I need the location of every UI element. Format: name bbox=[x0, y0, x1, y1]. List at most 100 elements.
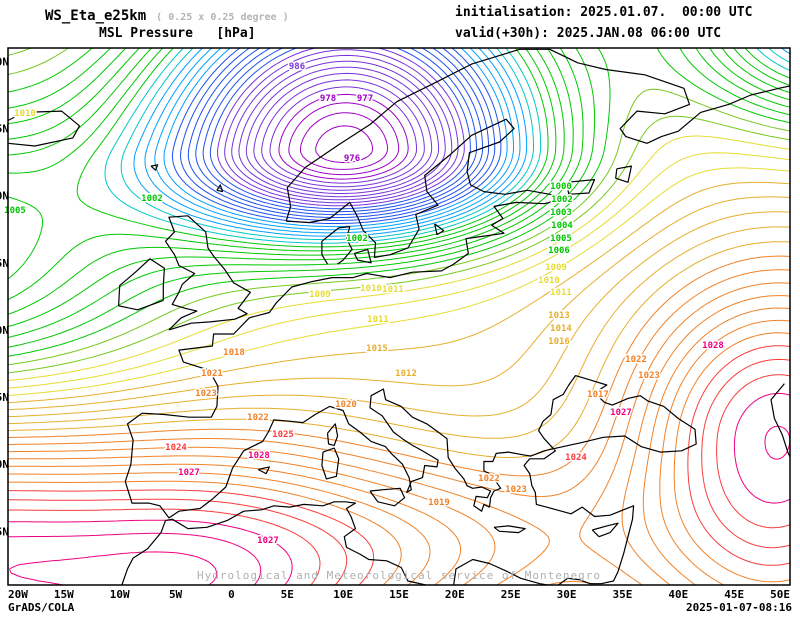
x-axis-label: 45E bbox=[724, 588, 744, 601]
contour-label: 1024 bbox=[165, 443, 187, 453]
coastline-path bbox=[286, 118, 568, 279]
header-model-line: WS_Eta_e25km ( 0.25 x 0.25 degree ) bbox=[45, 5, 289, 24]
coastline-path bbox=[326, 423, 339, 446]
contour-label: 1005 bbox=[4, 206, 26, 216]
contour-label: 1022 bbox=[478, 474, 500, 484]
coastline-path bbox=[615, 165, 632, 183]
coastline-path bbox=[369, 487, 406, 507]
contour-label: 978 bbox=[320, 94, 336, 104]
contour-label: 1010 bbox=[14, 109, 36, 119]
coastline-path bbox=[257, 466, 270, 475]
coastlines bbox=[8, 48, 790, 585]
x-axis-label: 50E bbox=[770, 588, 790, 601]
contour-label: 1009 bbox=[309, 290, 331, 300]
contour-label: 1022 bbox=[625, 355, 647, 365]
y-axis-label: 40N bbox=[0, 458, 9, 471]
contour-labels: 986 978 977 976 1010 1005 1002 1002 1000 1002 1003… bbox=[3, 61, 726, 548]
contour-label: 1015 bbox=[366, 344, 388, 354]
contour-label: 1011 bbox=[382, 285, 404, 295]
coastline-path bbox=[118, 258, 165, 311]
contour-label: 1027 bbox=[610, 408, 632, 418]
contour-label: 986 bbox=[289, 62, 305, 72]
coastline-path bbox=[8, 110, 81, 147]
field-title: MSL Pressure [hPa] bbox=[99, 26, 256, 41]
watermark: Hydrological and Meteorological service … bbox=[197, 569, 601, 582]
contour-label: 1012 bbox=[395, 369, 417, 379]
contour-label: 1020 bbox=[335, 400, 357, 410]
x-axis-label: 15E bbox=[389, 588, 409, 601]
contour-label: 1027 bbox=[257, 536, 279, 546]
contour-label: 1004 bbox=[551, 221, 573, 231]
y-axis-label: 45N bbox=[0, 391, 9, 404]
contour-label: 1019 bbox=[428, 498, 450, 508]
coastline-path bbox=[566, 179, 596, 195]
contour-label: 1010 bbox=[538, 276, 560, 286]
contour-label: 1011 bbox=[550, 288, 572, 298]
x-axis-label: 10E bbox=[333, 588, 353, 601]
x-axis-label: 35E bbox=[612, 588, 632, 601]
x-axis-label: 20E bbox=[445, 588, 465, 601]
x-axis-label: 5E bbox=[281, 588, 294, 601]
axis-labels: 20W 15W 10W 5W 0 5E 10E 15E 20E 25E 30E 35E 40E 45E 50… bbox=[0, 55, 790, 601]
coastline-path bbox=[121, 277, 697, 585]
contour-label: 976 bbox=[344, 154, 360, 164]
model-name: WS_Eta_e25km bbox=[45, 8, 147, 24]
x-axis-label: 30E bbox=[557, 588, 577, 601]
contour-label: 1028 bbox=[702, 341, 724, 351]
y-axis-label: 70N bbox=[0, 55, 9, 68]
contour-label: 1006 bbox=[548, 246, 570, 256]
y-axis-label: 60N bbox=[0, 190, 9, 203]
init-time: initialisation: 2025.01.07. 00:00 UTC bbox=[455, 5, 753, 20]
contour-label: 1023 bbox=[505, 485, 527, 495]
coastline-path bbox=[150, 164, 159, 171]
contour-label: 977 bbox=[357, 94, 373, 104]
x-axis-label: 15W bbox=[54, 588, 74, 601]
contour-label: 1024 bbox=[565, 453, 587, 463]
contour-label: 1017 bbox=[587, 390, 609, 400]
grads-credit: GrADS/COLA bbox=[8, 601, 75, 614]
contour-label: 1028 bbox=[248, 451, 270, 461]
contour-label: 1023 bbox=[195, 389, 217, 399]
x-axis-label: 5W bbox=[169, 588, 183, 601]
contour-label: 1009 bbox=[545, 263, 567, 273]
coastline-path bbox=[164, 215, 251, 331]
isobar-contours bbox=[8, 48, 790, 585]
coastline-path bbox=[321, 447, 340, 480]
contour-label: 1023 bbox=[638, 371, 660, 381]
coastline-path bbox=[591, 522, 619, 538]
x-axis-label: 20W bbox=[8, 588, 28, 601]
contour-label: 1002 bbox=[141, 194, 163, 204]
contour-label: 1014 bbox=[550, 324, 572, 334]
contour-label: 1018 bbox=[223, 348, 245, 358]
y-axis-label: 65N bbox=[0, 123, 9, 136]
map-frame bbox=[7, 47, 791, 586]
contour-label: 1022 bbox=[247, 413, 269, 423]
contour-label: 1013 bbox=[548, 311, 570, 321]
contour-label: 1000 bbox=[550, 182, 572, 192]
contour-label: 1011 bbox=[367, 315, 389, 325]
y-axis-label: 50N bbox=[0, 324, 9, 337]
model-resolution: ( 0.25 x 0.25 degree ) bbox=[156, 12, 289, 23]
x-axis-label: 0 bbox=[228, 588, 235, 601]
render-timestamp: 2025-01-07-08:16 bbox=[686, 601, 792, 614]
contour-label: 1002 bbox=[346, 234, 368, 244]
y-axis-label: 35N bbox=[0, 525, 9, 538]
y-axis-label: 55N bbox=[0, 257, 9, 270]
x-axis-label: 25E bbox=[501, 588, 521, 601]
contour-label: 1016 bbox=[548, 337, 570, 347]
contour-label: 1010 bbox=[360, 284, 382, 294]
x-axis-label: 10W bbox=[110, 588, 130, 601]
coastline-path bbox=[216, 184, 224, 193]
coastline-path bbox=[353, 248, 372, 264]
contour-label: 1021 bbox=[201, 369, 223, 379]
contour-label: 1005 bbox=[550, 234, 572, 244]
contour-label: 1025 bbox=[272, 430, 294, 440]
x-axis-label: 40E bbox=[668, 588, 688, 601]
contour-label: 1003 bbox=[550, 208, 572, 218]
contour-label: 1027 bbox=[178, 468, 200, 478]
coastline-path bbox=[493, 525, 526, 534]
coastline-path bbox=[285, 48, 790, 222]
coastline-path bbox=[321, 226, 353, 265]
